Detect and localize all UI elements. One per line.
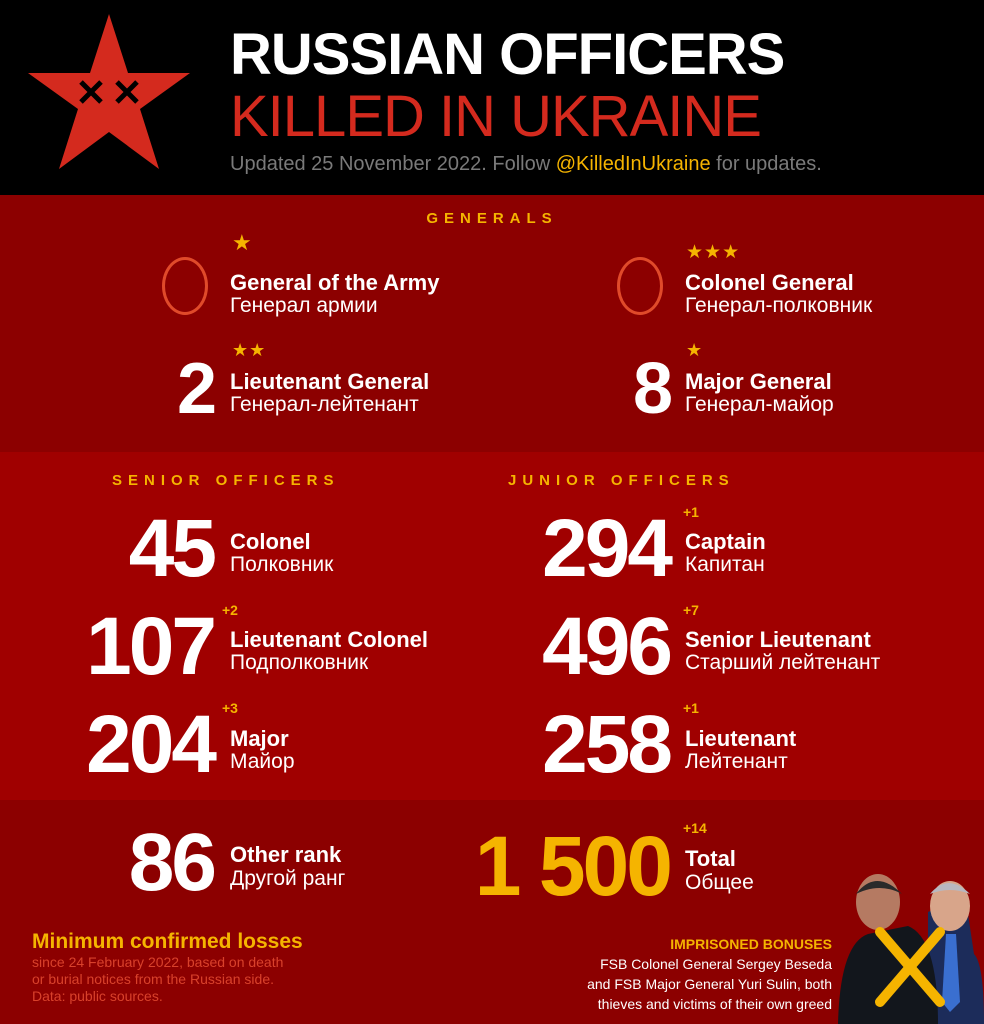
- rank-russian: Старший лейтенант: [685, 651, 881, 674]
- zero-count-ring: [162, 257, 208, 315]
- rank-russian: Майор: [230, 750, 295, 773]
- title-line-2: KILLED IN UKRAINE: [230, 84, 762, 149]
- rank-label: Lieutenant: [685, 726, 797, 751]
- total-label: Total: [685, 846, 736, 871]
- rank-russian: Генерал-лейтенант: [230, 393, 419, 416]
- imprisoned-bonuses: IMPRISONED BONUSES FSB Colonel General S…: [587, 936, 832, 1012]
- rank-russian: Генерал-полковник: [685, 294, 873, 317]
- rank-label: Lieutenant Colonel: [230, 627, 428, 652]
- rank-russian: Полковник: [230, 553, 334, 576]
- delta-badge: +3: [222, 700, 238, 716]
- total-count: 1 500: [474, 819, 673, 913]
- rank-russian: Капитан: [685, 553, 765, 576]
- total-russian: Общее: [685, 871, 754, 894]
- rank-count: 8: [632, 349, 673, 429]
- twitter-handle-link[interactable]: @KilledInUkraine: [555, 153, 711, 175]
- rank-count: 204: [86, 699, 217, 790]
- rank-count: 107: [86, 601, 217, 692]
- senior-heading: SENIOR OFFICERS: [112, 472, 340, 489]
- other-rank-count: 86: [128, 817, 217, 908]
- generals-section: GENERALS ★ General of the Army Генерал а…: [0, 195, 984, 452]
- footer-title: Minimum confirmed losses: [32, 930, 303, 953]
- rank-count: 45: [128, 503, 217, 594]
- bottom-section: 86 Other rank Другой ранг 1 500 +14 Tota…: [0, 800, 984, 1024]
- rank-count: 258: [542, 699, 673, 790]
- rank-count: 2: [176, 349, 217, 429]
- star-icon: ★★: [232, 340, 267, 360]
- red-star-logo-icon: [28, 14, 190, 169]
- rank-label: Major: [230, 726, 289, 751]
- rank-russian: Подполковник: [230, 651, 369, 674]
- rank-russian: Генерал-майор: [685, 393, 834, 416]
- rank-count: 496: [542, 601, 673, 692]
- officers-section: SENIOR OFFICERS JUNIOR OFFICERS 45 Colon…: [0, 452, 984, 800]
- star-icon: ★: [686, 340, 704, 360]
- delta-badge: +7: [683, 602, 699, 618]
- other-rank-russian: Другой ранг: [230, 867, 346, 890]
- rank-label: Senior Lieutenant: [685, 627, 871, 652]
- title-line-1: RUSSIAN OFFICERS: [230, 22, 785, 87]
- rank-russian: Лейтенант: [685, 750, 788, 773]
- rank-label: Colonel General: [685, 270, 854, 295]
- generals-heading: GENERALS: [426, 210, 558, 227]
- header: RUSSIAN OFFICERS KILLED IN UKRAINE Updat…: [0, 0, 984, 195]
- imprisoned-generals-photo: [838, 874, 984, 1024]
- rank-label: Major General: [685, 369, 832, 394]
- rank-label: Lieutenant General: [230, 369, 430, 394]
- delta-badge: +1: [683, 504, 699, 520]
- rank-label: Captain: [685, 529, 766, 554]
- delta-badge: +1: [683, 700, 699, 716]
- junior-heading: JUNIOR OFFICERS: [508, 472, 735, 489]
- star-icon: ★: [232, 230, 253, 255]
- rank-label: Colonel: [230, 529, 311, 554]
- updated-line: Updated 25 November 2022. Follow @Killed…: [230, 153, 822, 175]
- rank-russian: Генерал армии: [230, 294, 378, 317]
- other-rank-label: Other rank: [230, 842, 342, 867]
- delta-badge: +2: [222, 602, 238, 618]
- rank-label: General of the Army: [230, 270, 440, 295]
- rank-count: 294: [542, 503, 673, 594]
- star-icon: ★★★: [686, 242, 741, 263]
- total-delta-badge: +14: [683, 820, 707, 836]
- footer-note: since 24 February 2022, based on death o…: [32, 954, 284, 1004]
- zero-count-ring: [617, 257, 663, 315]
